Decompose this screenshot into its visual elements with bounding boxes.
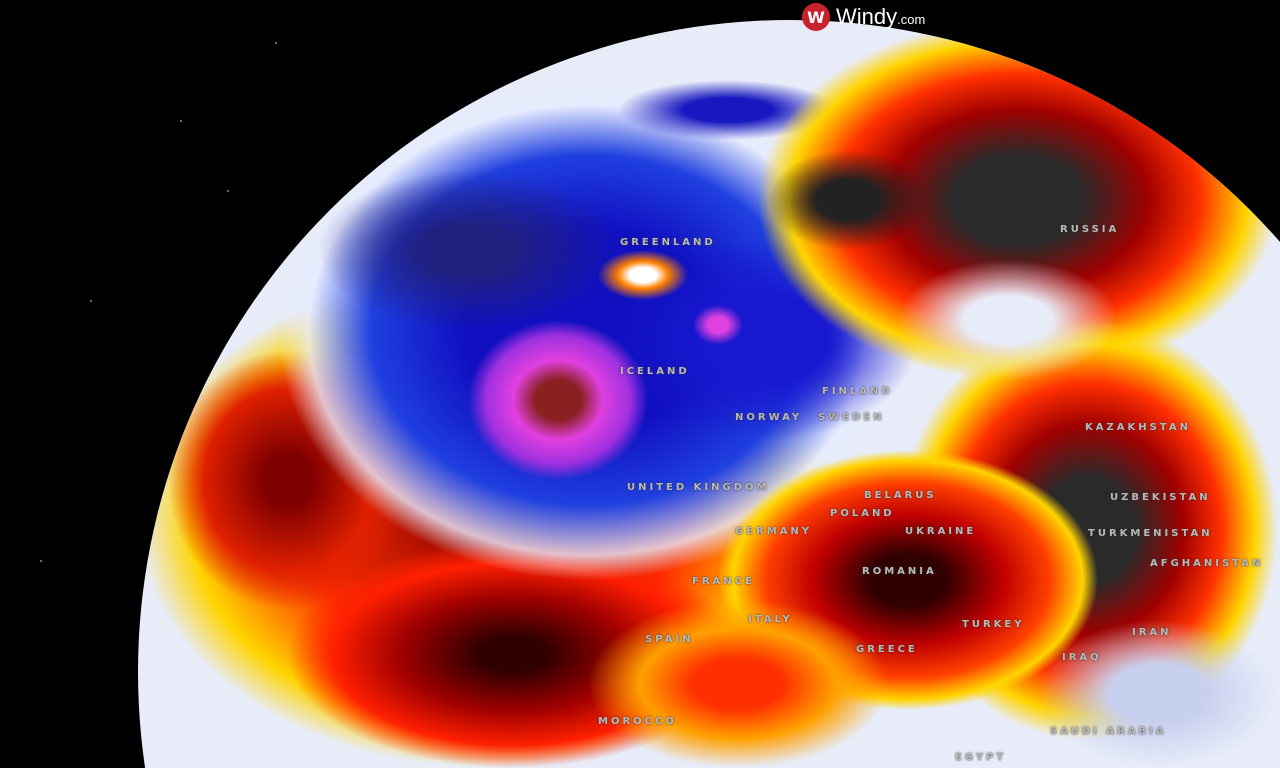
label-greenland: GREENLAND (620, 237, 716, 248)
label-sweden: SWEDEN (818, 412, 885, 423)
label-ukraine: UKRAINE (905, 526, 977, 537)
label-turkey: TURKEY (962, 619, 1025, 630)
brand-name: Windy (836, 4, 898, 29)
label-turkmenistan: TURKMENISTAN (1088, 528, 1213, 539)
label-afghanistan: AFGHANISTAN (1150, 558, 1264, 569)
label-egypt: EGYPT (955, 752, 1007, 763)
label-finland: FINLAND (822, 386, 893, 397)
label-united-kingdom: UNITED KINGDOM (627, 482, 770, 493)
label-germany: GERMANY (735, 526, 813, 537)
label-iraq: IRAQ (1062, 652, 1102, 663)
label-morocco: MOROCCO (598, 716, 677, 727)
brand-suffix: .com (897, 12, 926, 27)
label-norway: NORWAY (735, 412, 803, 423)
label-poland: POLAND (830, 508, 895, 519)
label-spain: SPAIN (645, 634, 694, 645)
label-romania: ROMANIA (862, 566, 937, 577)
label-uzbekistan: UZBEKISTAN (1110, 492, 1211, 503)
label-greece: GREECE (856, 644, 918, 655)
label-iceland: ICELAND (620, 366, 690, 377)
label-france: FRANCE (692, 576, 755, 587)
label-italy: ITALY (748, 614, 793, 625)
windy-logo[interactable]: W Windy.com (802, 2, 925, 32)
label-belarus: BELARUS (864, 490, 937, 501)
label-saudi-arabia: SAUDI ARABIA (1050, 726, 1167, 737)
label-kazakhstan: KAZAKHSTAN (1085, 422, 1191, 433)
windy-logo-icon: W (802, 3, 830, 31)
label-iran: IRAN (1132, 627, 1172, 638)
label-russia: RUSSIA (1060, 224, 1120, 235)
